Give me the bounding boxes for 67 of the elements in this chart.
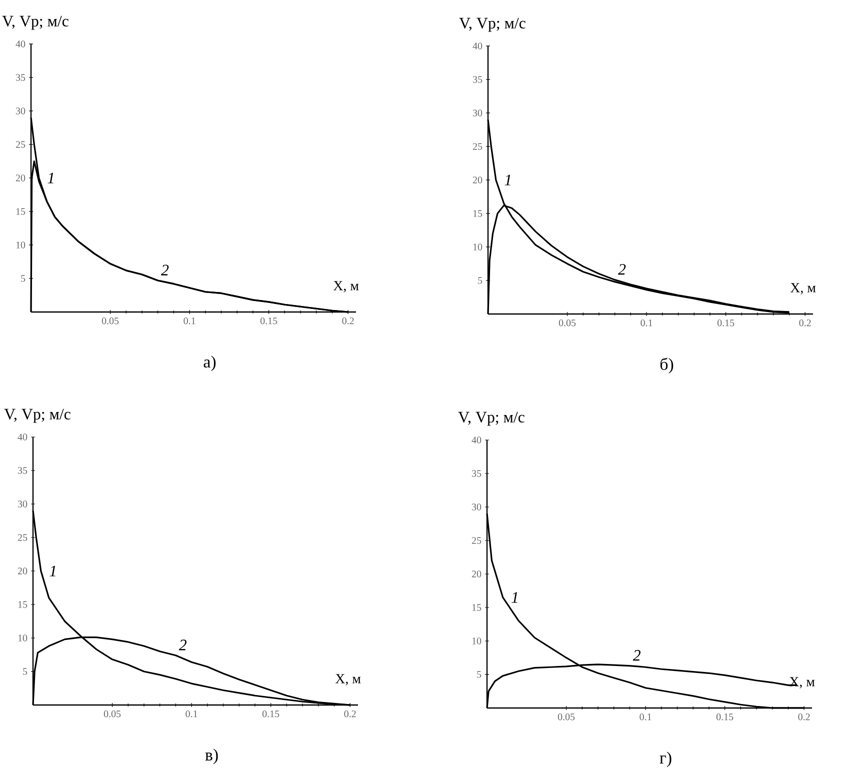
- y-tick-label: 25: [472, 143, 482, 150]
- x-tick-label: 0.1: [640, 319, 652, 326]
- y-tick-label: 10: [473, 244, 482, 250]
- text: б): [660, 358, 674, 374]
- x-axis-title: X, м: [790, 283, 816, 294]
- x-tick-label: 0.2: [344, 710, 356, 718]
- x-tick-label: 0.15: [262, 710, 280, 718]
- x-axis-title: X, м: [333, 281, 359, 292]
- y-tick-label: 15: [16, 208, 26, 215]
- y-tick-label: 20: [472, 176, 482, 184]
- y-tick-label: 40: [472, 42, 482, 50]
- y-tick-label: 10: [472, 638, 482, 644]
- x-axis-title: X, м: [335, 674, 361, 686]
- x-tick-label: 0.05: [104, 710, 121, 718]
- y-tick-label: 5: [23, 668, 28, 675]
- x-tick-label: 0.2: [342, 317, 354, 324]
- y-tick-label: 20: [18, 568, 28, 574]
- y-tick-label: 30: [16, 108, 26, 114]
- series-label: 1: [50, 566, 56, 576]
- y-tick-label: 40: [16, 40, 26, 48]
- y-tick-label: 20: [472, 570, 482, 578]
- series-label: 1: [48, 172, 54, 184]
- y-tick-label: 35: [472, 470, 482, 477]
- x-tick-label: 0.2: [798, 714, 810, 720]
- series-label: 2: [618, 264, 626, 275]
- series-label: 2: [178, 640, 187, 650]
- series-label: 1: [504, 174, 510, 186]
- x-tick-label: 0.15: [717, 319, 734, 326]
- x-tick-label: 0.05: [102, 317, 119, 324]
- y-axis-title: V, Vp; м/с: [4, 408, 70, 423]
- y-tick-label: 5: [477, 671, 482, 678]
- y-axis-title: V, Vp; м/с: [2, 16, 68, 30]
- y-tick-label: 15: [473, 210, 482, 217]
- x-tick-label: 0.05: [558, 714, 575, 720]
- y-tick-label: 35: [16, 74, 26, 81]
- y-tick-label: 15: [472, 604, 482, 611]
- x-tick-label: 0.15: [716, 714, 734, 720]
- x-tick-label: 0.2: [799, 319, 811, 326]
- series-label: 2: [632, 650, 641, 661]
- y-tick-label: 35: [473, 76, 482, 83]
- y-tick-label: 25: [16, 141, 26, 148]
- x-tick-label: 0.05: [558, 319, 576, 326]
- y-tick-label: 40: [18, 434, 28, 440]
- y-tick-label: 25: [472, 537, 482, 544]
- x-tick-label: 0.1: [184, 317, 196, 324]
- text: в): [205, 748, 218, 764]
- y-tick-label: 10: [18, 634, 28, 642]
- x-tick-label: 0.1: [186, 710, 198, 718]
- text: г): [660, 752, 672, 768]
- y-tick-label: 35: [18, 467, 28, 474]
- x-tick-label: 0.1: [640, 714, 652, 720]
- series-label: 1: [512, 592, 518, 603]
- y-tick-label: 40: [472, 436, 482, 444]
- y-tick-label: 15: [18, 601, 28, 608]
- text: а): [204, 356, 216, 372]
- y-tick-label: 25: [18, 534, 28, 541]
- y-tick-label: 20: [16, 174, 26, 182]
- x-tick-label: 0.15: [260, 317, 278, 324]
- y-tick-label: 30: [472, 504, 482, 510]
- y-axis-title: V, Vp; м/с: [459, 18, 526, 32]
- y-tick-label: 10: [16, 242, 26, 248]
- y-tick-label: 30: [473, 110, 482, 116]
- y-tick-label: 5: [21, 275, 26, 282]
- y-axis-title: V, Vp; м/с: [458, 412, 524, 426]
- y-tick-label: 5: [478, 277, 482, 284]
- y-tick-label: 30: [18, 500, 28, 508]
- series-label: 2: [161, 264, 169, 276]
